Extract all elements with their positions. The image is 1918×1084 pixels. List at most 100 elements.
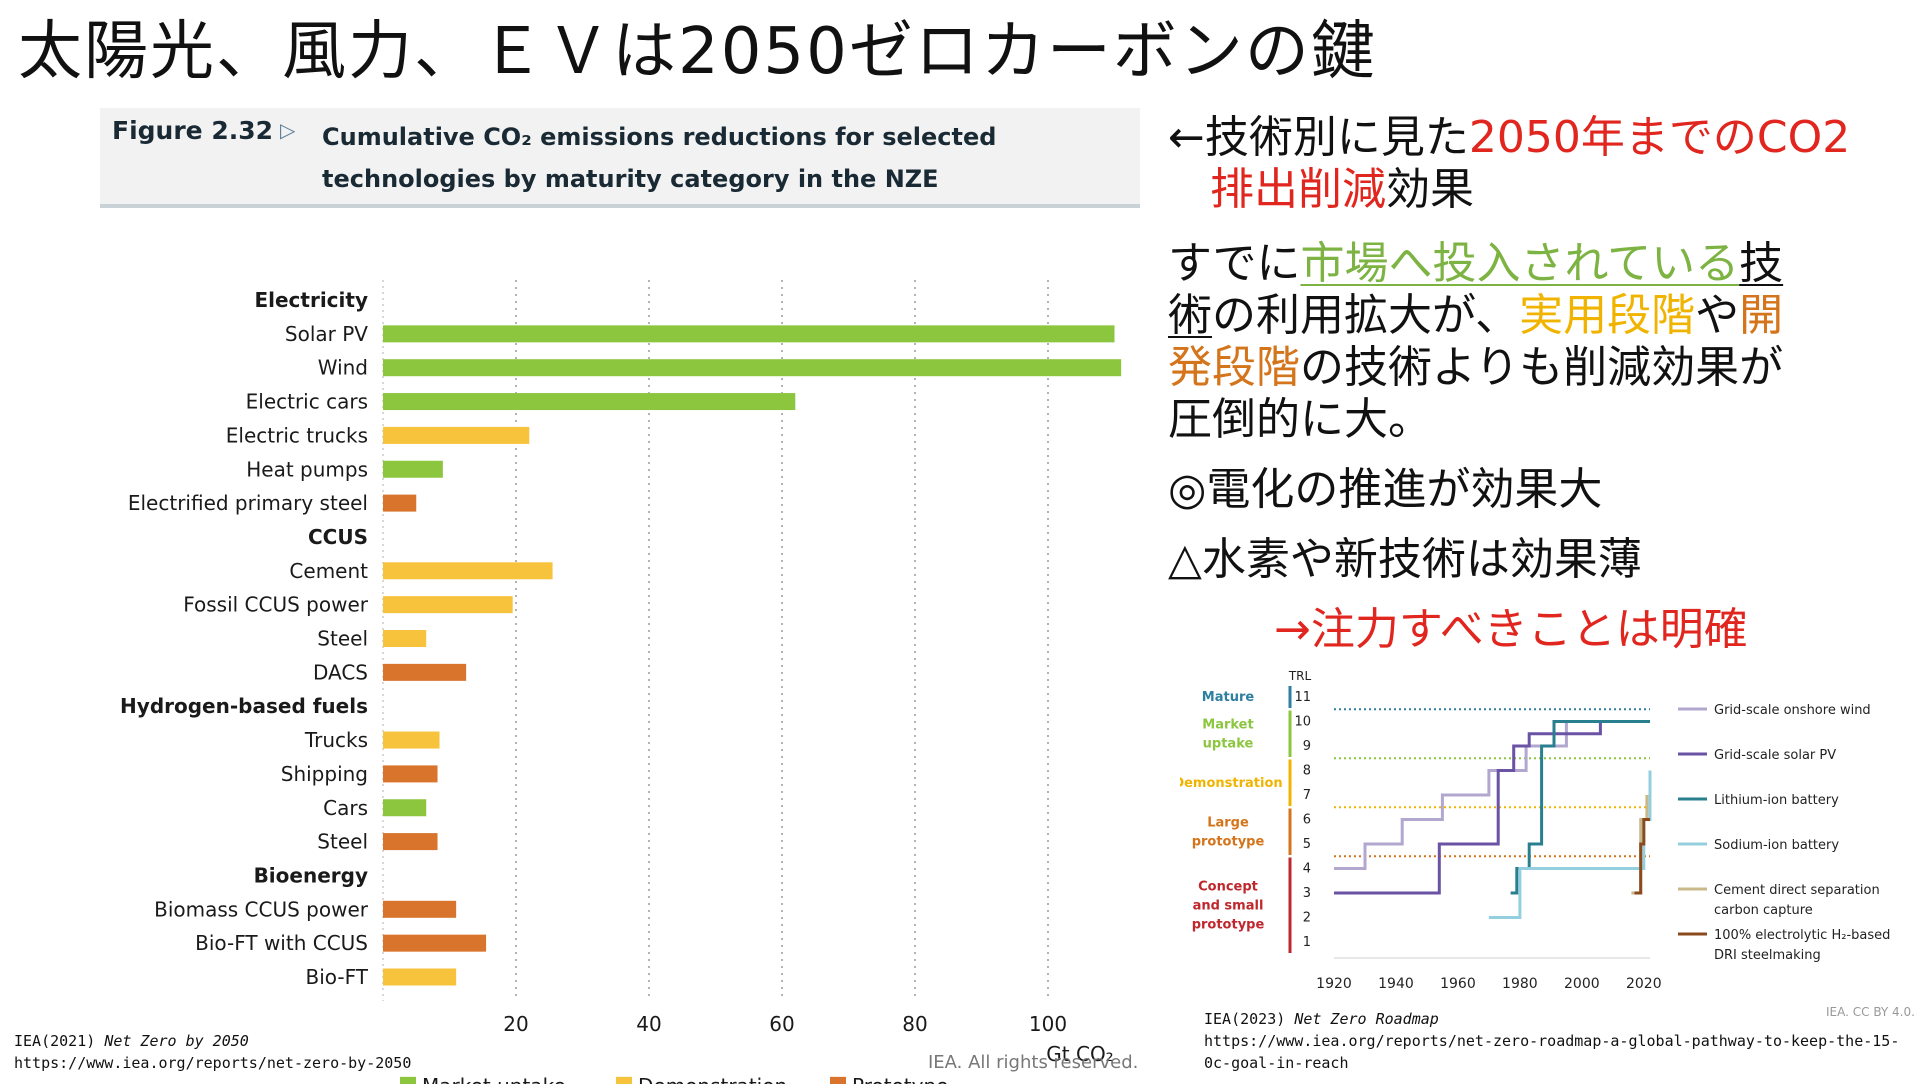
source-right-url-cont[interactable]: 0c-goal-in-reach (1204, 1054, 1349, 1072)
commentary-line3: すでに市場へ投入されている技 (1168, 238, 1784, 289)
bar (383, 900, 457, 918)
figure-header: Figure 2.32 ▷ Cumulative CO₂ emissions r… (100, 108, 1140, 208)
source-left-line1: IEA(2021) Net Zero by 2050 (14, 1032, 249, 1050)
trl-legend-label: Grid-scale onshore wind (1714, 703, 1871, 718)
legend-swatch (616, 1076, 632, 1084)
group-label: Hydrogen-based fuels (120, 694, 368, 718)
x-tick-label: 80 (902, 1012, 927, 1036)
trl-category-label: Market (1202, 717, 1253, 732)
trl-legend-label: Cement direct separation (1714, 883, 1880, 898)
trl-legend-label: Sodium-ion battery (1714, 838, 1839, 853)
bar (383, 833, 438, 851)
trl-category-label: Large (1207, 815, 1249, 830)
bar (383, 359, 1122, 377)
slide-title: 太陽光、風力、ＥＶは2050ゼロカーボンの鍵 (18, 15, 1377, 89)
trl-category-label: Mature (1202, 690, 1255, 705)
bar-label: Cement (289, 559, 368, 583)
trl-category-label: uptake (1203, 736, 1254, 751)
x-tick-label: 100 (1029, 1012, 1067, 1036)
commentary-line1: ←技術別に見た2050年までのCO2 (1168, 112, 1851, 163)
year-tick-label: 1960 (1440, 976, 1476, 992)
trl-legend-label: Lithium-ion battery (1714, 793, 1839, 808)
bar (383, 968, 457, 986)
x-tick-label: 20 (503, 1012, 528, 1036)
trl-series-line (1510, 720, 1650, 895)
source-left: IEA(2021) Net Zero by 2050 https://www.i… (14, 1030, 411, 1074)
x-axis-label: Gt CO₂ (1046, 1042, 1113, 1066)
trl-legend-label: 100% electrolytic H₂-based (1714, 928, 1890, 943)
source-right-url[interactable]: https://www.iea.org/reports/net-zero-roa… (1204, 1032, 1900, 1050)
bar (383, 426, 530, 444)
trl-tick-label: 9 (1303, 739, 1311, 754)
legend-label: Market uptake (422, 1074, 566, 1084)
emissions-bar-figure: Figure 2.32 ▷ Cumulative CO₂ emissions r… (100, 108, 1140, 1084)
bar-label: Solar PV (285, 322, 368, 346)
bar (383, 799, 427, 817)
trl-tick-label: 3 (1303, 886, 1311, 901)
trl-series-line (1334, 720, 1650, 870)
bar (383, 765, 438, 783)
bar-label: Wind (318, 356, 368, 380)
bar (383, 731, 440, 749)
trl-category-label: Demonstration (1180, 776, 1283, 791)
year-tick-label: 1980 (1502, 976, 1538, 992)
trl-legend-label: Grid-scale solar PV (1714, 748, 1836, 763)
commentary-line6: 圧倒的に大。 (1168, 394, 1432, 445)
bar-label: Cars (323, 796, 368, 820)
x-tick-label: 60 (769, 1012, 794, 1036)
trl-credit: IEA. CC BY 4.0. (1826, 1005, 1915, 1019)
commentary-line7: ◎電化の推進が効果大 (1168, 464, 1603, 515)
bar (383, 494, 417, 512)
trl-legend-label: DRI steelmaking (1714, 948, 1821, 963)
bar (383, 562, 553, 580)
trl-category-label: prototype (1192, 917, 1265, 932)
trl-tick-label: 5 (1303, 837, 1311, 852)
trl-tick-label: 8 (1303, 764, 1311, 779)
bar-label: Electrified primary steel (128, 491, 368, 515)
trl-series-line (1488, 770, 1652, 919)
trl-series-line (1334, 720, 1650, 895)
bar-label: Bio-FT (306, 965, 369, 989)
bar (383, 630, 427, 647)
bar (383, 393, 796, 411)
trl-category-label: Concept (1198, 879, 1258, 894)
trl-category-label: and small (1193, 898, 1264, 913)
trl-tick-label: 10 (1294, 715, 1311, 730)
x-tick-label: 40 (636, 1012, 661, 1036)
legend-label: Prototype (852, 1074, 948, 1084)
year-tick-label: 2020 (1626, 976, 1662, 992)
bar-label: Heat pumps (246, 457, 368, 481)
trl-tick-label: 1 (1303, 935, 1311, 950)
source-right: IEA(2023) Net Zero Roadmap https://www.i… (1204, 1008, 1899, 1074)
group-label: CCUS (308, 525, 368, 549)
year-tick-label: 1940 (1378, 976, 1414, 992)
figure-title-line2: technologies by maturity category in the… (322, 165, 939, 193)
source-right-line1: IEA(2023) Net Zero Roadmap (1204, 1010, 1439, 1028)
group-label: Electricity (254, 288, 368, 312)
legend-swatch (400, 1076, 416, 1084)
legend-label: Demonstration (638, 1074, 787, 1084)
commentary-conclusion: →注力すべきことは明確 (1274, 604, 1748, 655)
figure-rights: IEA. All rights reserved. (928, 1052, 1139, 1073)
bar-chart: Electricity Solar PV Wind Electric cars Elec… (120, 280, 1122, 1084)
bar (383, 325, 1115, 343)
bar-label: Bio-FT with CCUS (195, 931, 368, 955)
bar-label: Fossil CCUS power (183, 593, 369, 617)
bar (383, 934, 487, 952)
commentary-line2: 排出削減効果 (1210, 164, 1474, 215)
trl-axis-title: TRL (1288, 669, 1312, 683)
bar-label: Electric cars (246, 390, 368, 414)
bar-label: Steel (317, 830, 368, 854)
bar-label: Trucks (304, 728, 368, 752)
bar-label: Electric trucks (226, 423, 368, 447)
commentary-line5: 発段階の技術よりも削減効果が (1168, 342, 1784, 393)
group-label: Bioenergy (254, 863, 368, 887)
bar-label: DACS (313, 660, 368, 684)
trl-category-label: prototype (1192, 834, 1265, 849)
commentary-line4: 術の利用拡大が、実用段階や開 (1168, 290, 1784, 341)
source-left-url[interactable]: https://www.iea.org/reports/net-zero-by-… (14, 1054, 412, 1072)
trl-tick-label: 6 (1303, 813, 1311, 828)
bar-label: Steel (317, 627, 368, 651)
bar (383, 596, 513, 614)
figure-label: Figure 2.32 (112, 116, 274, 145)
